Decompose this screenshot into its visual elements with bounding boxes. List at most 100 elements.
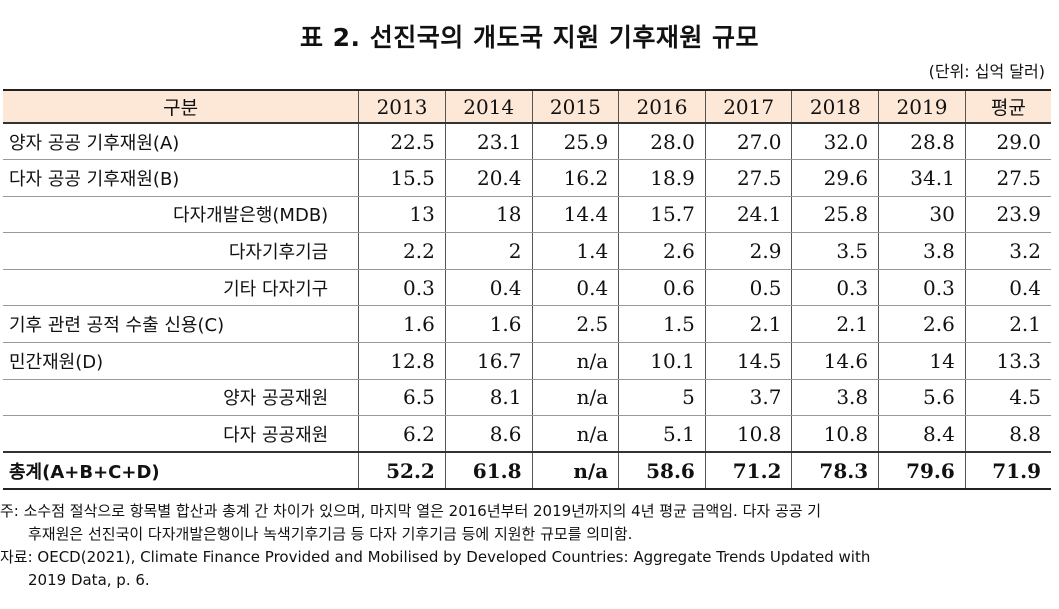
average-cell: 8.8 xyxy=(964,415,1051,453)
header-year: 2013 xyxy=(358,89,446,124)
value-cell: 14.5 xyxy=(704,342,793,380)
header-year: 2018 xyxy=(791,89,880,124)
value-cell: 30 xyxy=(878,195,966,234)
value-cell: 28.0 xyxy=(618,122,706,161)
unit-label: (단위: 십억 달러) xyxy=(928,62,1045,81)
value-cell: 2.1 xyxy=(704,305,793,344)
header-category: 구분 xyxy=(3,89,360,124)
table-row: 다자 공공 기후재원(B) 15.5 20.4 16.2 18.9 27.5 2… xyxy=(3,159,1051,197)
value-cell: 2.9 xyxy=(704,232,793,270)
average-cell: 2.1 xyxy=(964,305,1051,344)
source-text: 자료: OECD(2021), Climate Finance Provided… xyxy=(0,548,871,566)
value-cell: 3.8 xyxy=(791,378,880,417)
value-cell: 1.6 xyxy=(358,305,446,344)
row-label: 다자 공공재원 xyxy=(3,415,360,453)
header-year: 2019 xyxy=(878,89,966,124)
value-cell: 0.3 xyxy=(358,268,446,307)
average-cell: 13.3 xyxy=(964,342,1051,380)
header-year: 2017 xyxy=(704,89,793,124)
source-text-continued: 2019 Data, p. 6. xyxy=(28,571,150,589)
row-label: 양자 공공재원 xyxy=(3,378,360,417)
value-cell: 15.7 xyxy=(618,195,706,234)
table-row: 기타 다자기구 0.3 0.4 0.4 0.6 0.5 0.3 0.3 0.4 xyxy=(3,268,1051,307)
average-cell: 3.2 xyxy=(964,232,1051,270)
value-cell: 1.5 xyxy=(618,305,706,344)
value-cell: 29.6 xyxy=(791,159,880,197)
table-row: 다자기후기금 2.2 2 1.4 2.6 2.9 3.5 3.8 3.2 xyxy=(3,232,1051,270)
value-cell: 34.1 xyxy=(878,159,966,197)
value-cell: 14 xyxy=(878,342,966,380)
value-cell: 3.8 xyxy=(878,232,966,270)
value-cell: n/a xyxy=(531,342,620,380)
value-cell: 8.1 xyxy=(444,378,533,417)
total-value-cell: 79.6 xyxy=(878,451,966,491)
value-cell: 20.4 xyxy=(444,159,533,197)
value-cell: 10.8 xyxy=(704,415,793,453)
value-cell: 0.6 xyxy=(618,268,706,307)
table-row: 민간재원(D) 12.8 16.7 n/a 10.1 14.5 14.6 14 … xyxy=(3,342,1051,380)
value-cell: 27.5 xyxy=(704,159,793,197)
value-cell: 12.8 xyxy=(358,342,446,380)
value-cell: 5.6 xyxy=(878,378,966,417)
average-cell: 4.5 xyxy=(964,378,1051,417)
header-year: 2015 xyxy=(531,89,620,124)
table-row: 양자 공공재원 6.5 8.1 n/a 5 3.7 3.8 5.6 4.5 xyxy=(3,378,1051,417)
value-cell: 27.0 xyxy=(704,122,793,161)
value-cell: 0.3 xyxy=(878,268,966,307)
total-value-cell: 58.6 xyxy=(618,451,706,491)
value-cell: 2.5 xyxy=(531,305,620,344)
row-label: 양자 공공 기후재원(A) xyxy=(3,122,360,161)
total-value-cell: 52.2 xyxy=(358,451,446,491)
value-cell: 3.5 xyxy=(791,232,880,270)
header-row: 구분 2013 2014 2015 2016 2017 2018 2019 평균 xyxy=(3,89,1051,124)
value-cell: 13 xyxy=(358,195,446,234)
value-cell: 22.5 xyxy=(358,122,446,161)
value-cell: 2 xyxy=(444,232,533,270)
value-cell: 5.1 xyxy=(618,415,706,453)
total-value-cell: 78.3 xyxy=(791,451,880,491)
climate-finance-table: 구분 2013 2014 2015 2016 2017 2018 2019 평균… xyxy=(3,89,1051,491)
average-cell: 27.5 xyxy=(964,159,1051,197)
value-cell: 32.0 xyxy=(791,122,880,161)
value-cell: 6.5 xyxy=(358,378,446,417)
row-label: 민간재원(D) xyxy=(3,342,360,380)
header-year: 2014 xyxy=(444,89,533,124)
table-title: 표 2. 선진국의 개도국 지원 기후재원 규모 xyxy=(299,23,760,52)
header-average: 평균 xyxy=(964,89,1051,124)
value-cell: 15.5 xyxy=(358,159,446,197)
value-cell: 23.1 xyxy=(444,122,533,161)
total-row: 총계(A+B+C+D) 52.2 61.8 n/a 58.6 71.2 78.3… xyxy=(3,451,1051,491)
table-row: 양자 공공 기후재원(A) 22.5 23.1 25.9 28.0 27.0 3… xyxy=(3,122,1051,161)
value-cell: 0.3 xyxy=(791,268,880,307)
value-cell: 1.6 xyxy=(444,305,533,344)
table-row: 다자개발은행(MDB) 13 18 14.4 15.7 24.1 25.8 30… xyxy=(3,195,1051,234)
value-cell: 25.8 xyxy=(791,195,880,234)
note-text-continued: 후재원은 선진국이 다자개발은행이나 녹색기후기금 등 다자 기후기금 등에 지… xyxy=(28,525,633,543)
value-cell: 0.4 xyxy=(444,268,533,307)
value-cell: 16.7 xyxy=(444,342,533,380)
note-text: 주: 소수점 절삭으로 항목별 합산과 총계 간 차이가 있으며, 마지막 열은… xyxy=(0,502,822,520)
row-label: 기타 다자기구 xyxy=(3,268,360,307)
row-label: 기후 관련 공적 수출 신용(C) xyxy=(3,305,360,344)
total-value-cell: n/a xyxy=(531,451,620,491)
value-cell: 18.9 xyxy=(618,159,706,197)
value-cell: 2.1 xyxy=(791,305,880,344)
value-cell: 18 xyxy=(444,195,533,234)
value-cell: 16.2 xyxy=(531,159,620,197)
table-row: 기후 관련 공적 수출 신용(C) 1.6 1.6 2.5 1.5 2.1 2.… xyxy=(3,305,1051,344)
value-cell: 24.1 xyxy=(704,195,793,234)
value-cell: 10.8 xyxy=(791,415,880,453)
value-cell: 28.8 xyxy=(878,122,966,161)
value-cell: 10.1 xyxy=(618,342,706,380)
value-cell: 0.4 xyxy=(531,268,620,307)
value-cell: n/a xyxy=(531,415,620,453)
total-label: 총계(A+B+C+D) xyxy=(3,451,360,491)
total-average-cell: 71.9 xyxy=(964,451,1051,491)
value-cell: 8.6 xyxy=(444,415,533,453)
row-label: 다자개발은행(MDB) xyxy=(3,195,360,234)
value-cell: 25.9 xyxy=(531,122,620,161)
value-cell: 5 xyxy=(618,378,706,417)
average-cell: 0.4 xyxy=(964,268,1051,307)
value-cell: 6.2 xyxy=(358,415,446,453)
header-year: 2016 xyxy=(618,89,706,124)
